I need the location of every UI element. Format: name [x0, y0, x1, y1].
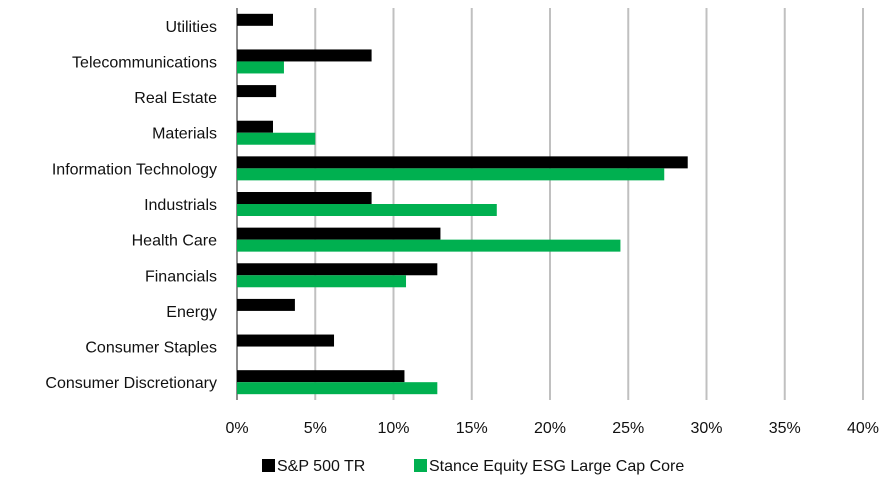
bar-sp500-2: [237, 85, 277, 98]
bar-sp500-6: [237, 227, 441, 240]
legend: S&P 500 TR Stance Equity ESG Large Cap Co…: [262, 458, 684, 475]
x-tick-label: 5%: [304, 420, 327, 437]
x-tick-label: 15%: [456, 420, 488, 437]
x-tick-label: 25%: [612, 420, 644, 437]
category-label: Telecommunications: [72, 54, 217, 71]
bar-sp500-9: [237, 334, 335, 347]
category-label: Energy: [166, 304, 217, 321]
x-tick-label: 40%: [847, 420, 879, 437]
category-label: Materials: [152, 126, 217, 143]
bar-stance-3: [237, 132, 316, 145]
legend-label-sp500: S&P 500 TR: [277, 458, 365, 475]
grid-lines: [236, 8, 864, 400]
x-tick-label: 35%: [769, 420, 801, 437]
bar-stance-10: [237, 382, 438, 395]
bar-sp500-0: [237, 13, 273, 26]
x-tick-labels: 0% 5% 10% 15% 20% 25% 30% 35% 40%: [225, 420, 879, 437]
legend-swatch-sp500: [262, 459, 275, 472]
bar-sp500-5: [237, 192, 372, 204]
legend-label-stance: Stance Equity ESG Large Cap Core: [429, 458, 684, 475]
x-tick-label: 0%: [225, 420, 248, 437]
bar-sp500-8: [237, 298, 295, 311]
category-label: Consumer Staples: [85, 340, 217, 357]
bar-stance-4: [237, 168, 665, 181]
x-tick-label: 10%: [377, 420, 409, 437]
bar-stance-7: [237, 275, 407, 288]
category-label: Health Care: [132, 233, 217, 250]
category-labels: Utilities Telecommunications Real Estate Ma…: [45, 19, 217, 392]
bar-sp500-3: [237, 120, 273, 133]
bar-stance-6: [237, 239, 621, 252]
bars: [237, 13, 688, 395]
category-label: Utilities: [165, 19, 217, 36]
category-label: Financials: [145, 268, 217, 285]
x-tick-label: 20%: [534, 420, 566, 437]
category-label: Information Technology: [52, 161, 217, 178]
bar-sp500-1: [237, 49, 372, 62]
bar-sp500-4: [237, 156, 688, 169]
category-label: Consumer Discretionary: [45, 375, 217, 392]
bar-sp500-7: [237, 263, 438, 276]
legend-swatch-stance: [414, 459, 427, 472]
category-label: Industrials: [144, 197, 217, 214]
bar-stance-1: [237, 61, 284, 74]
category-label: Real Estate: [134, 90, 217, 107]
x-tick-label: 30%: [690, 420, 722, 437]
bar-stance-5: [237, 204, 497, 216]
bar-sp500-10: [237, 370, 405, 383]
